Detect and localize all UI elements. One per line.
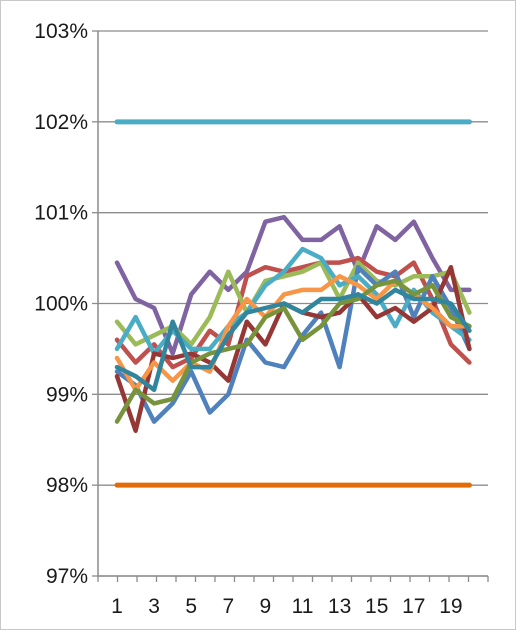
y-tick-label: 97% [46, 565, 88, 588]
y-tick-label: 100% [34, 293, 88, 316]
y-tick-label: 102% [34, 111, 88, 134]
x-tick-label: 19 [439, 595, 462, 618]
reference-lines [114, 119, 472, 488]
x-tick-label: 9 [260, 595, 272, 618]
x-tick-label: 15 [365, 595, 388, 618]
series-line [114, 214, 472, 356]
y-tick-label: 101% [34, 202, 88, 225]
series-line [114, 278, 472, 424]
axes [97, 31, 489, 582]
y-tick-labels: 97% 98% 99% 100% 101% 102% 103% [34, 20, 88, 588]
x-tick-label: 1 [111, 595, 123, 618]
x-tick-label: 5 [185, 595, 197, 618]
x-tick-label: 13 [328, 595, 351, 618]
x-tick-label: 11 [292, 595, 314, 618]
x-tick-labels: 1 3 5 7 9 11 13 15 17 19 [111, 595, 462, 618]
y-tick-label: 103% [34, 20, 88, 43]
series-lines [114, 214, 472, 433]
series-line [114, 264, 472, 424]
y-tick-label: 99% [46, 383, 88, 406]
series-line [114, 287, 472, 393]
x-tick-label: 7 [222, 595, 234, 618]
y-tick-label: 98% [46, 474, 88, 497]
x-tick-label: 17 [402, 595, 425, 618]
series-line [114, 255, 472, 370]
x-tick-label: 3 [148, 595, 160, 618]
